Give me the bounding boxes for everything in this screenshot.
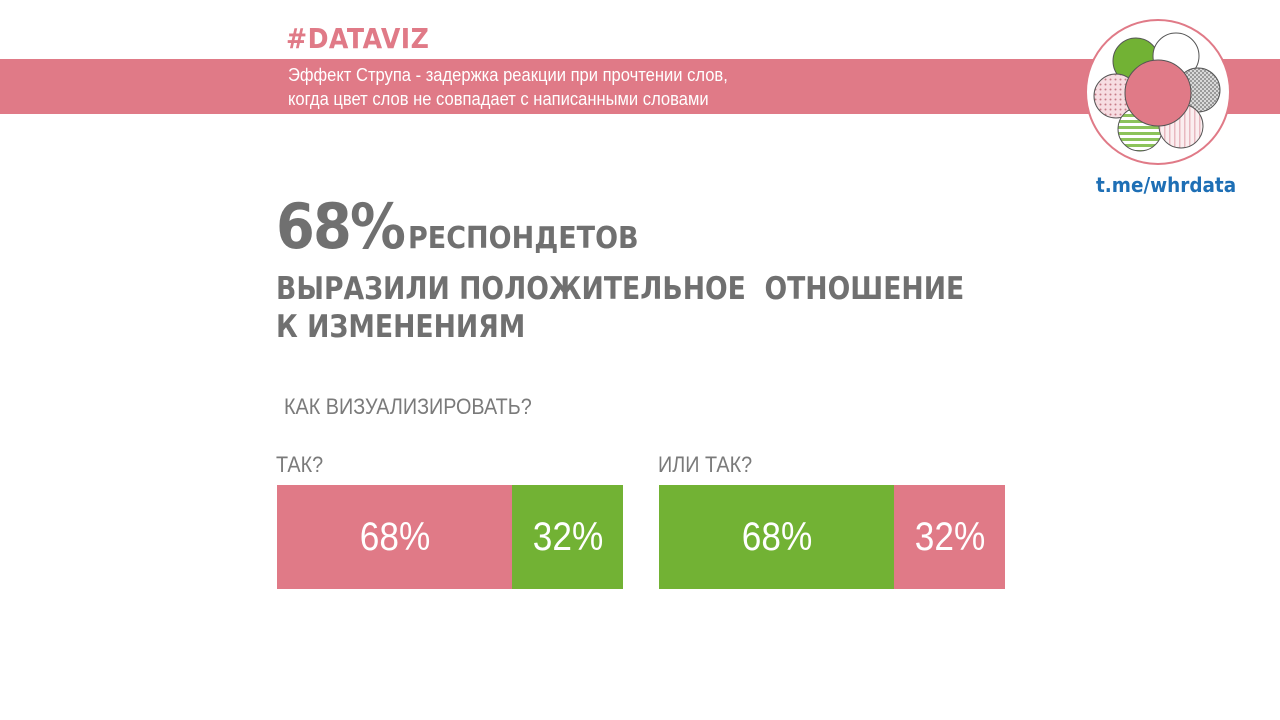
subtitle-line-1: Эффект Струпа - задержка реакции при про… [288,65,728,85]
question-text: КАК ВИЗУАЛИЗИРОВАТЬ? [284,394,532,419]
chart-b-label: ИЛИ ТАК? [658,452,753,477]
bar-segment-label: 68% [741,514,812,559]
bar-segment-32: 32% [512,485,623,589]
headline-statement: ВЫРАЗИЛИ ПОЛОЖИТЕЛЬНОЕ ОТНОШЕНИЕ К ИЗМЕН… [276,270,964,346]
headline-line-2: ВЫРАЗИЛИ ПОЛОЖИТЕЛЬНОЕ ОТНОШЕНИЕ [276,271,965,307]
subtitle: Эффект Струпа - задержка реакции при про… [288,63,728,111]
header-banner [0,59,1280,114]
bar-segment-label: 32% [532,514,603,559]
subtitle-line-2: когда цвет слов не совпадает с написанны… [288,89,709,109]
bar-segment-label: 68% [359,514,430,559]
bar-segment-label: 32% [914,514,985,559]
headline-word: респондетов [407,221,639,256]
headline: 68% респондетов [276,190,664,263]
channel-logo-icon [1085,19,1231,165]
bar-segment-68: 68% [659,485,895,589]
headline-line-3: К ИЗМЕНЕНИЯМ [276,309,526,345]
tag-title: #DATAVIZ [286,22,430,55]
stacked-bar-b: 68% 32% [659,485,1005,589]
stacked-bar-a: 68% 32% [277,485,623,589]
bar-segment-32: 32% [894,485,1005,589]
channel-link[interactable]: t.me/whrdata [1096,173,1237,197]
bar-segment-68: 68% [277,485,513,589]
chart-a-label: ТАК? [276,452,324,477]
headline-percent: 68% [276,190,406,263]
